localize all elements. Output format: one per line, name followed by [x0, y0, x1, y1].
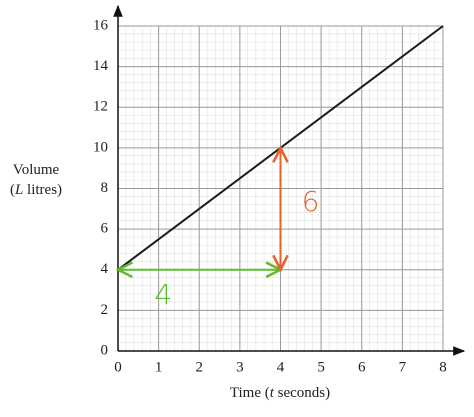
- x-tick-label: 4: [277, 359, 285, 375]
- x-tick-label: 3: [236, 359, 244, 375]
- y-axis-label: Volume: [13, 162, 60, 178]
- x-axis-label: Time (t seconds): [230, 385, 330, 401]
- x-tick-label: 7: [399, 359, 407, 375]
- x-tick-label: 1: [155, 359, 163, 375]
- y-tick-label: 16: [93, 17, 109, 33]
- annotation-label: 4: [154, 278, 172, 311]
- annotation-label: 6: [302, 185, 320, 218]
- y-tick-label: 4: [101, 261, 109, 277]
- y-tick-label: 0: [101, 342, 109, 358]
- x-tick-label: 0: [114, 359, 122, 375]
- y-tick-label: 10: [93, 139, 108, 155]
- x-tick-label: 6: [358, 359, 366, 375]
- y-tick-label: 14: [93, 58, 109, 74]
- y-tick-label: 6: [101, 221, 109, 237]
- x-tick-label: 2: [196, 359, 204, 375]
- y-axis-label: (L litres): [10, 182, 62, 198]
- x-tick-label: 8: [439, 359, 447, 375]
- y-tick-label: 8: [101, 180, 109, 196]
- x-tick-label: 5: [317, 359, 325, 375]
- y-tick-label: 2: [101, 302, 109, 318]
- y-tick-label: 12: [93, 99, 108, 115]
